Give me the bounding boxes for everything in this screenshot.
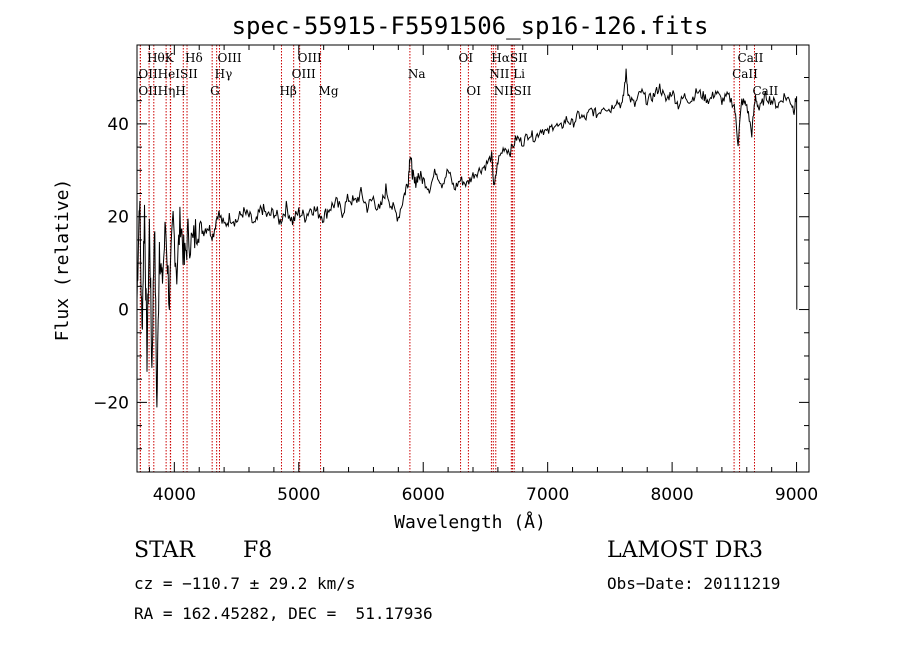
line-label-13: OIIHηH bbox=[138, 84, 185, 98]
line-label-6: CaII bbox=[738, 51, 764, 65]
redshift-velocity: cz = −110.7 ± 29.2 km/s bbox=[134, 574, 356, 593]
line-label-18: NIISII bbox=[494, 84, 532, 98]
line-label-1: Hδ bbox=[185, 51, 203, 65]
line-label-3: OIII bbox=[298, 51, 322, 65]
line-label-15: Hβ bbox=[279, 84, 296, 98]
object-class: STAR bbox=[134, 538, 195, 563]
emission-line-markers bbox=[139, 45, 755, 472]
line-labels: HθK Hδ OIII OIII OI HαSII CaII OIIHeISII Hγ OIII N… bbox=[138, 51, 778, 98]
object-subclass: F8 bbox=[243, 538, 273, 563]
x-tick-label-0: 4000 bbox=[153, 485, 196, 505]
line-label-12: CaII bbox=[732, 67, 758, 81]
flux-series bbox=[136, 68, 798, 408]
line-label-2: OIII bbox=[218, 51, 242, 65]
line-label-9: OIII bbox=[292, 67, 316, 81]
chart-title: spec-55915-F5591506_sp16-126.fits bbox=[232, 12, 709, 40]
line-label-16: Mg bbox=[319, 84, 339, 98]
line-label-4: OI bbox=[459, 51, 474, 65]
y-tick-label-1: 0 bbox=[118, 301, 129, 321]
plot-frame bbox=[136, 44, 810, 473]
y-tick-label-3: 40 bbox=[107, 115, 129, 135]
x-tick-label-5: 9000 bbox=[775, 485, 818, 505]
coordinates: RA = 162.45282, DEC = 51.17936 bbox=[134, 604, 433, 623]
flux-line bbox=[136, 68, 798, 408]
y-axis-ticks: −20 0 20 40 bbox=[93, 76, 809, 450]
survey-name: LAMOST DR3 bbox=[607, 538, 763, 563]
x-tick-label-2: 6000 bbox=[402, 485, 445, 505]
x-tick-label-3: 7000 bbox=[526, 485, 569, 505]
line-label-19: CaII bbox=[752, 84, 778, 98]
x-tick-label-1: 5000 bbox=[277, 485, 320, 505]
y-axis-label: Flux (relative) bbox=[52, 179, 73, 342]
observation-date: Obs−Date: 20111219 bbox=[607, 574, 781, 593]
line-label-14: G bbox=[210, 84, 220, 98]
line-label-11: NII Li bbox=[489, 67, 525, 81]
line-label-8: Hγ bbox=[215, 67, 233, 81]
line-label-5: HαSII bbox=[491, 51, 528, 65]
y-tick-label-0: −20 bbox=[93, 393, 129, 413]
y-tick-label-2: 20 bbox=[107, 208, 129, 228]
line-label-10: Na bbox=[408, 67, 426, 81]
line-label-17: OI bbox=[466, 84, 481, 98]
line-label-7: OIIHeISII bbox=[138, 67, 198, 81]
spectrum-chart: spec-55915-F5591506_sp16-126.fits HθK Hδ O… bbox=[52, 12, 818, 533]
x-axis-ticks: 4000 5000 6000 7000 8000 9000 bbox=[148, 45, 818, 505]
x-tick-label-4: 8000 bbox=[650, 485, 693, 505]
x-axis-label: Wavelength (Å) bbox=[394, 511, 546, 533]
line-label-0: HθK bbox=[147, 51, 175, 65]
